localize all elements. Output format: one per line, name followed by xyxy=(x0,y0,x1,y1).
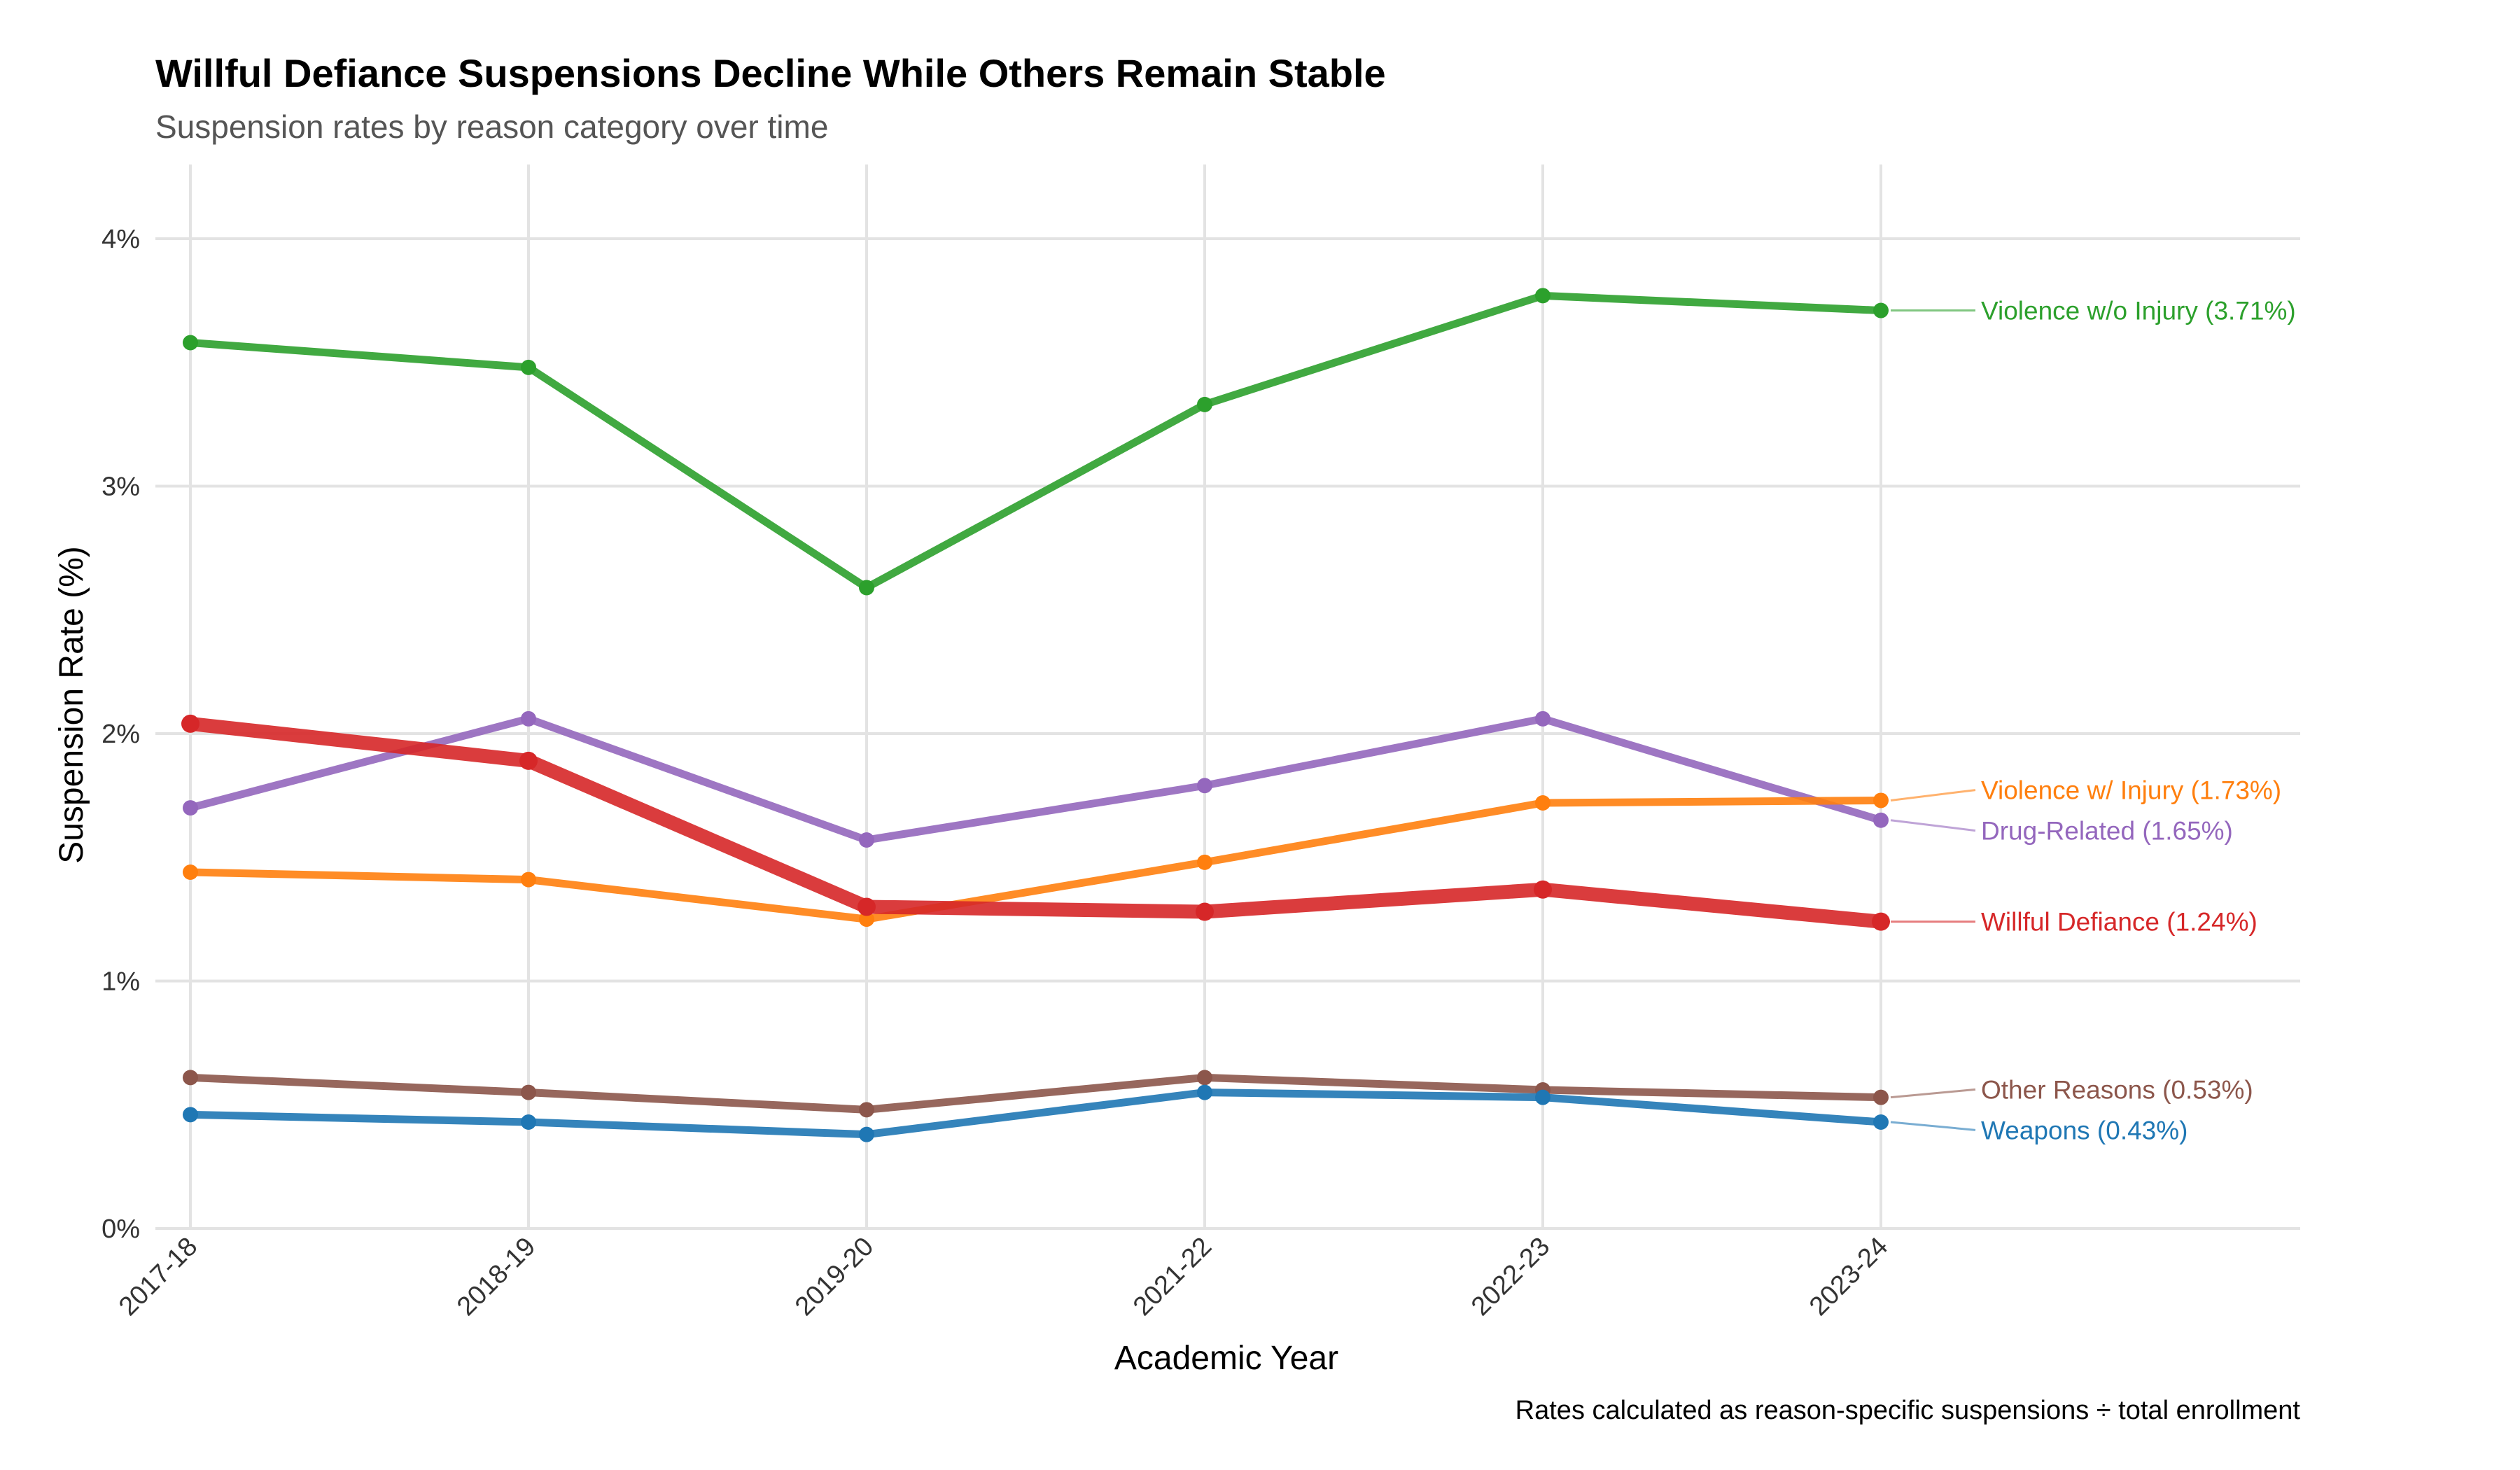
leader-line-violence-w-injury xyxy=(1890,789,1976,802)
x-tick-label: 2019-20 xyxy=(790,1232,879,1322)
y-tick-label: 3% xyxy=(102,472,140,502)
x-tick-label: 2022-23 xyxy=(1466,1232,1555,1322)
end-label-other-reasons: Other Reasons (0.53%) xyxy=(1981,1075,2253,1104)
x-tick-label: 2021-22 xyxy=(1128,1232,1217,1322)
data-point-violence-w-o-injury xyxy=(859,580,874,596)
x-tick-label: 2018-19 xyxy=(451,1232,541,1322)
data-point-willful-defiance xyxy=(1196,902,1214,921)
data-point-willful-defiance xyxy=(1872,912,1890,931)
y-tick-label: 0% xyxy=(102,1214,140,1244)
series-line-drug-related xyxy=(186,715,1885,844)
data-point-violence-w-o-injury xyxy=(521,359,536,375)
leader-line-weapons xyxy=(1890,1121,1976,1131)
series-line-other-reasons xyxy=(186,1073,1885,1114)
data-point-violence-w-injury xyxy=(183,864,198,880)
data-point-drug-related xyxy=(183,800,198,816)
data-point-other-reasons xyxy=(183,1070,198,1086)
leader-line-other-reasons xyxy=(1890,1088,1976,1099)
y-tick-label: 2% xyxy=(102,720,140,749)
series-line-willful-defiance xyxy=(183,716,1888,929)
data-point-drug-related xyxy=(521,710,536,727)
series-lines xyxy=(181,288,1890,1142)
end-labels: Violence w/o Injury (3.71%) Drug-Related … xyxy=(1890,297,2296,1144)
data-point-drug-related xyxy=(1873,812,1889,828)
x-tick-label: 2023-24 xyxy=(1804,1232,1893,1322)
data-point-other-reasons xyxy=(521,1084,536,1100)
end-label-weapons: Weapons (0.43%) xyxy=(1981,1116,2188,1144)
data-point-weapons xyxy=(183,1107,198,1123)
data-point-weapons xyxy=(1197,1084,1212,1100)
end-label-willful-defiance: Willful Defiance (1.24%) xyxy=(1981,908,2258,937)
chart-title: Willful Defiance Suspensions Decline Whi… xyxy=(155,51,1386,95)
data-point-weapons xyxy=(521,1114,536,1130)
data-point-drug-related xyxy=(1197,778,1212,794)
data-point-other-reasons xyxy=(859,1102,874,1118)
data-point-violence-w-injury xyxy=(1873,792,1889,808)
data-point-violence-w-injury xyxy=(1197,854,1212,870)
data-point-willful-defiance xyxy=(181,714,200,733)
data-point-weapons xyxy=(1535,1089,1550,1105)
x-axis-ticks: 2017-18 2018-19 2019-20 2021-22 2022-23 2023-… xyxy=(113,1232,1893,1322)
data-point-violence-w-o-injury xyxy=(1197,396,1212,412)
data-point-weapons xyxy=(859,1126,874,1142)
y-tick-label: 1% xyxy=(102,967,140,997)
data-point-drug-related xyxy=(1535,710,1550,727)
data-point-drug-related xyxy=(859,832,874,848)
data-point-violence-w-injury xyxy=(1535,795,1550,811)
data-point-violence-w-injury xyxy=(859,911,874,927)
end-label-violence-w-injury: Violence w/ Injury (1.73%) xyxy=(1981,776,2281,805)
y-tick-label: 4% xyxy=(102,225,140,254)
chart-caption: Rates calculated as reason-specific susp… xyxy=(1516,1396,2301,1425)
end-label-drug-related: Drug-Related (1.65%) xyxy=(1981,817,2233,846)
series-line-weapons xyxy=(186,1088,1885,1139)
data-point-other-reasons xyxy=(1873,1089,1889,1105)
x-tick-label: 2017-18 xyxy=(113,1232,203,1322)
chart-subtitle: Suspension rates by reason category over… xyxy=(155,108,828,145)
data-point-weapons xyxy=(1873,1114,1889,1130)
data-point-violence-w-injury xyxy=(521,872,536,888)
data-point-willful-defiance xyxy=(858,897,876,916)
data-point-violence-w-o-injury xyxy=(183,335,198,351)
leader-line-drug-related xyxy=(1890,819,1976,832)
data-point-other-reasons xyxy=(1197,1070,1212,1086)
y-axis-title: Suspension Rate (%) xyxy=(53,546,90,864)
data-point-willful-defiance xyxy=(1534,880,1552,899)
series-line-violence-w-injury xyxy=(186,796,1885,923)
end-label-violence-w-o-injury: Violence w/o Injury (3.71%) xyxy=(1981,297,2296,326)
y-axis-ticks: 0% 1% 2% 3% 4% xyxy=(102,225,140,1244)
gridlines xyxy=(155,164,2300,1230)
data-point-violence-w-o-injury xyxy=(1873,302,1889,318)
data-point-willful-defiance xyxy=(519,751,538,770)
x-axis-title: Academic Year xyxy=(1114,1340,1338,1377)
series-line-violence-w-o-injury xyxy=(186,291,1885,592)
data-point-violence-w-o-injury xyxy=(1535,288,1550,304)
